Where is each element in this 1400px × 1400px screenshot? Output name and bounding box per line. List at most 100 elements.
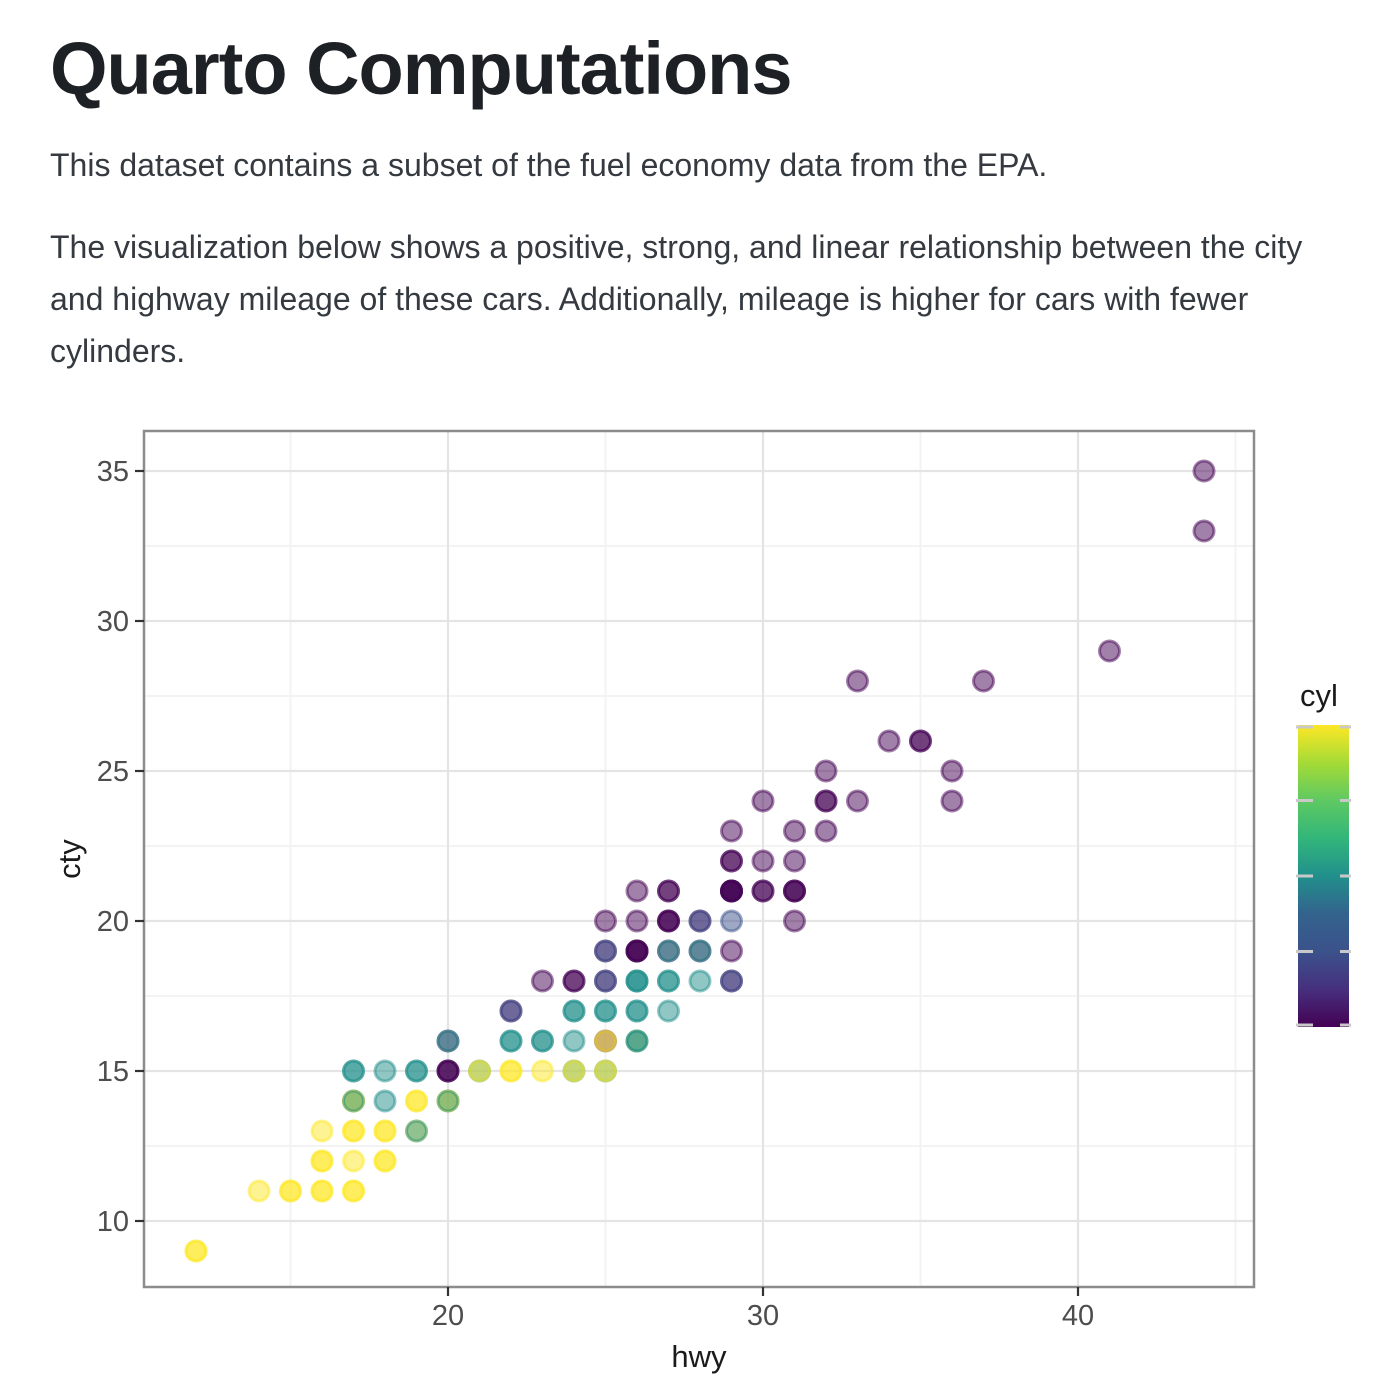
data-point — [279, 1179, 302, 1203]
prose-section: Quarto Computations This dataset contain… — [0, 0, 1400, 377]
data-point — [940, 759, 964, 783]
data-point — [342, 1059, 365, 1083]
data-point — [499, 1059, 523, 1083]
data-point — [751, 879, 775, 903]
data-point — [720, 879, 743, 903]
x-tick-label: 30 — [747, 1300, 779, 1332]
data-point — [783, 819, 806, 843]
data-point — [1192, 519, 1216, 543]
data-point — [405, 1119, 428, 1143]
x-tick-label: 40 — [1062, 1300, 1094, 1332]
data-point — [625, 879, 649, 903]
points-layer — [184, 459, 1216, 1263]
data-point — [720, 909, 743, 933]
data-point — [720, 969, 743, 993]
data-point — [625, 939, 649, 963]
data-point — [310, 1149, 334, 1173]
data-point — [373, 1089, 397, 1113]
legend-title: cyl — [1300, 678, 1338, 713]
data-point — [625, 999, 649, 1023]
data-point — [499, 1029, 523, 1053]
data-point — [531, 1059, 554, 1083]
description-paragraph: The visualization below shows a positive… — [50, 229, 1303, 370]
data-point — [184, 1239, 208, 1263]
data-point — [342, 1149, 365, 1173]
data-point — [405, 1089, 428, 1113]
data-point — [783, 909, 806, 933]
data-point — [562, 1059, 586, 1083]
data-point — [657, 879, 680, 903]
data-point — [342, 1089, 365, 1113]
data-point — [594, 909, 617, 933]
intro-paragraph: This dataset contains a subset of the fu… — [50, 147, 1048, 184]
data-point — [373, 1119, 397, 1143]
y-tick-label: 15 — [97, 1056, 129, 1088]
data-point — [909, 729, 932, 753]
data-point — [436, 1029, 460, 1053]
scatter-plot: 20 30 40 10 15 20 25 30 35 hwy cty cyl — [52, 430, 1351, 1374]
data-point — [468, 1059, 491, 1083]
data-point — [594, 969, 617, 993]
data-point — [1192, 459, 1216, 483]
data-point — [531, 969, 554, 993]
data-point — [751, 789, 775, 813]
data-point — [247, 1179, 271, 1203]
data-point — [720, 819, 743, 843]
data-point — [562, 969, 586, 993]
data-point — [562, 1029, 586, 1053]
data-point — [877, 729, 901, 753]
data-point — [310, 1119, 334, 1143]
data-point — [625, 969, 649, 993]
data-point — [657, 999, 680, 1023]
data-point — [499, 999, 523, 1023]
data-point — [594, 1029, 617, 1053]
data-point — [720, 849, 743, 873]
x-axis-title: hwy — [671, 1339, 727, 1374]
data-point — [310, 1179, 334, 1203]
y-tick-label: 35 — [97, 456, 129, 488]
y-tick-label: 10 — [97, 1206, 129, 1238]
data-point — [373, 1149, 397, 1173]
data-point — [814, 759, 838, 783]
y-tick-label: 30 — [97, 606, 129, 638]
data-point — [436, 1059, 460, 1083]
panel-border — [142, 430, 1256, 1289]
y-axis-title: cty — [52, 839, 87, 879]
data-point — [405, 1059, 428, 1083]
data-point — [625, 909, 649, 933]
data-point — [972, 669, 995, 693]
data-point — [594, 939, 617, 963]
data-point — [688, 909, 712, 933]
data-point — [657, 939, 680, 963]
y-tick-label: 25 — [97, 756, 129, 788]
data-point — [814, 819, 838, 843]
data-point — [594, 999, 617, 1023]
data-point — [657, 969, 680, 993]
data-point — [783, 879, 806, 903]
data-point — [342, 1119, 365, 1143]
data-point — [562, 999, 586, 1023]
data-point — [783, 849, 806, 873]
data-point — [814, 789, 838, 813]
data-point — [846, 789, 869, 813]
data-point — [940, 789, 964, 813]
data-point — [1098, 639, 1121, 663]
data-point — [657, 909, 680, 933]
y-tick-label: 20 — [97, 906, 129, 938]
page-title: Quarto Computations — [50, 28, 1350, 109]
data-point — [720, 939, 743, 963]
x-tick-label: 20 — [432, 1300, 464, 1332]
data-point — [594, 1059, 617, 1083]
data-point — [436, 1089, 460, 1113]
data-point — [688, 939, 712, 963]
data-point — [688, 969, 712, 993]
data-point — [625, 1029, 649, 1053]
data-point — [846, 669, 869, 693]
page-title-text: Quarto Computations — [50, 27, 793, 110]
scatter-figure: 20 30 40 10 15 20 25 30 35 hwy cty cyl — [0, 407, 1400, 1395]
data-point — [342, 1179, 365, 1203]
data-point — [373, 1059, 397, 1083]
data-point — [751, 849, 775, 873]
data-point — [531, 1029, 554, 1053]
